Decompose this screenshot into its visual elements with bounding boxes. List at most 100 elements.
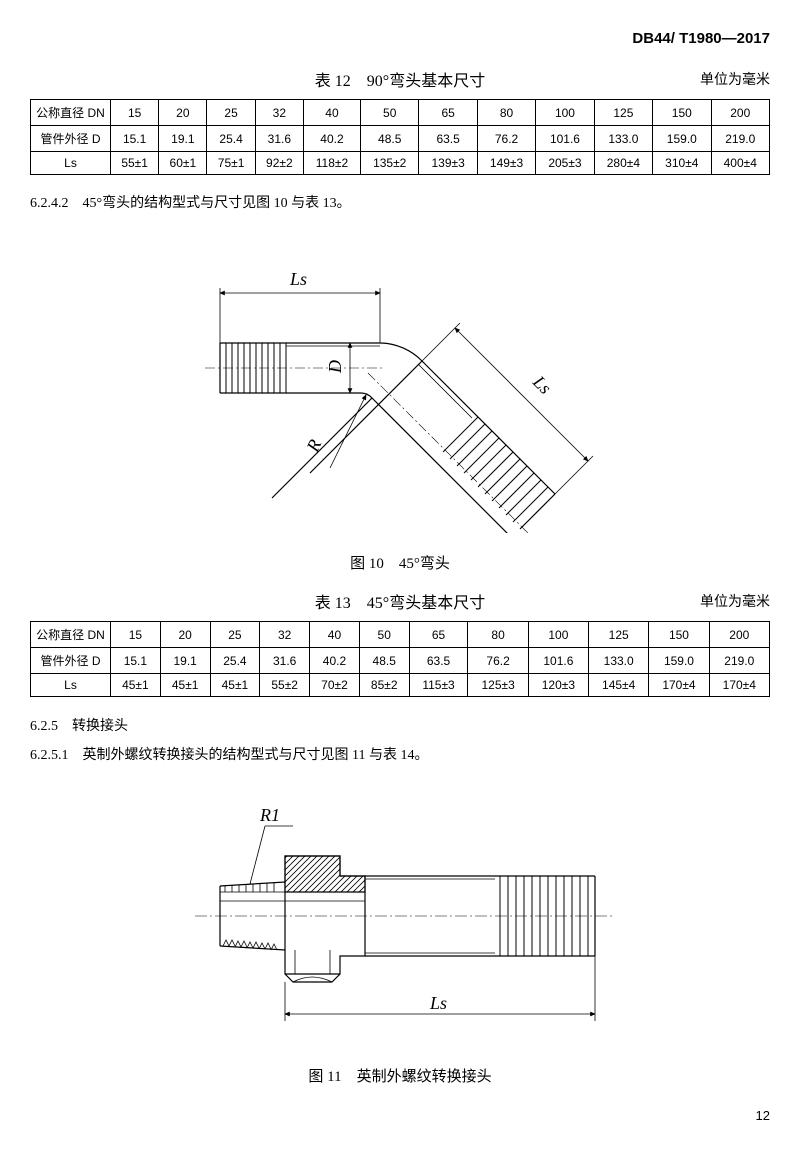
table-cell: 50 — [359, 622, 409, 648]
table-cell: 135±2 — [361, 152, 419, 175]
figure11-label-r1: R1 — [259, 805, 280, 825]
table-cell: 100 — [536, 100, 594, 126]
table-cell: 20 — [160, 622, 210, 648]
table-cell: 85±2 — [359, 674, 409, 697]
table-cell: 75±1 — [207, 152, 255, 175]
table-cell: 200 — [709, 622, 769, 648]
section-6-2-5-1: 6.2.5.1 英制外螺纹转换接头的结构型式与尺寸见图 11 与表 14。 — [30, 745, 770, 767]
table-cell: 63.5 — [409, 648, 468, 674]
table-cell: 65 — [419, 100, 477, 126]
table-cell: 150 — [649, 622, 709, 648]
table-cell: 公称直径 DN — [31, 622, 111, 648]
table-cell: 48.5 — [359, 648, 409, 674]
header-standard-code: DB44/ T1980—2017 — [30, 30, 770, 47]
table-cell: 40.2 — [310, 648, 360, 674]
table-cell: 63.5 — [419, 126, 477, 152]
table-cell: 25.4 — [210, 648, 260, 674]
figure10-label-r: R — [302, 437, 325, 456]
table-row: 公称直径 DN1520253240506580100125150200 — [31, 622, 770, 648]
table-cell: 280±4 — [594, 152, 652, 175]
table-cell: 55±2 — [260, 674, 310, 697]
table-cell: 101.6 — [528, 648, 588, 674]
table-cell: 170±4 — [709, 674, 769, 697]
table-cell: 65 — [409, 622, 468, 648]
table-cell: 150 — [653, 100, 711, 126]
table-cell: 125 — [594, 100, 652, 126]
table-cell: 219.0 — [709, 648, 769, 674]
table-cell: 48.5 — [361, 126, 419, 152]
table-cell: 200 — [711, 100, 769, 126]
figure11-container: R1 Ls — [30, 786, 770, 1051]
figure10-diagram: Ls Ls D R — [160, 233, 640, 533]
table-cell: 32 — [255, 100, 303, 126]
table-cell: 45±1 — [111, 674, 161, 697]
table-cell: 19.1 — [159, 126, 207, 152]
table-cell: 92±2 — [255, 152, 303, 175]
figure10-caption: 图 10 45°弯头 — [30, 552, 770, 573]
table-cell: 管件外径 D — [31, 648, 111, 674]
table-cell: 40 — [303, 100, 360, 126]
table-cell: Ls — [31, 152, 111, 175]
table-row: Ls55±160±175±192±2118±2135±2139±3149±320… — [31, 152, 770, 175]
table-cell: 55±1 — [111, 152, 159, 175]
table-cell: 118±2 — [303, 152, 360, 175]
table-cell: 170±4 — [649, 674, 709, 697]
table-cell: 125 — [589, 622, 649, 648]
table-cell: 133.0 — [589, 648, 649, 674]
table-cell: 120±3 — [528, 674, 588, 697]
table-row: 管件外径 D15.119.125.431.640.248.563.576.210… — [31, 648, 770, 674]
table-cell: 管件外径 D — [31, 126, 111, 152]
table-cell: 15.1 — [111, 126, 159, 152]
table-cell: 40.2 — [303, 126, 360, 152]
table-cell: 25 — [207, 100, 255, 126]
figure10-label-ls-top: Ls — [289, 269, 307, 289]
table-cell: 60±1 — [159, 152, 207, 175]
table12-title-row: 表 12 90°弯头基本尺寸 单位为毫米 — [30, 67, 770, 91]
table-cell: 公称直径 DN — [31, 100, 111, 126]
figure11-diagram: R1 Ls — [165, 786, 635, 1046]
figure10-label-d: D — [325, 360, 345, 374]
table-cell: 45±1 — [160, 674, 210, 697]
figure10-label-ls-right: Ls — [528, 371, 555, 398]
table13-unit: 单位为毫米 — [700, 591, 770, 611]
table-cell: 145±4 — [589, 674, 649, 697]
table-cell: 101.6 — [536, 126, 594, 152]
section-6-2-4-2: 6.2.4.2 45°弯头的结构型式与尺寸见图 10 与表 13。 — [30, 193, 770, 215]
page-number: 12 — [30, 1108, 770, 1123]
table-cell: 400±4 — [711, 152, 769, 175]
table-cell: 70±2 — [310, 674, 360, 697]
table-cell: 149±3 — [477, 152, 535, 175]
table-cell: 20 — [159, 100, 207, 126]
figure10-container: Ls Ls D R — [30, 233, 770, 538]
table-cell: 25.4 — [207, 126, 255, 152]
table-cell: 125±3 — [468, 674, 528, 697]
table-cell: 205±3 — [536, 152, 594, 175]
table12-title: 表 12 90°弯头基本尺寸 — [315, 67, 485, 91]
table-cell: 19.1 — [160, 648, 210, 674]
table-cell: 32 — [260, 622, 310, 648]
table12-unit: 单位为毫米 — [700, 69, 770, 89]
table-cell: 100 — [528, 622, 588, 648]
table-cell: 133.0 — [594, 126, 652, 152]
table-row: Ls45±145±145±155±270±285±2115±3125±3120±… — [31, 674, 770, 697]
table-cell: 76.2 — [468, 648, 528, 674]
table-cell: 115±3 — [409, 674, 468, 697]
table-row: 公称直径 DN1520253240506580100125150200 — [31, 100, 770, 126]
table-row: 管件外径 D15.119.125.431.640.248.563.576.210… — [31, 126, 770, 152]
table-cell: 31.6 — [260, 648, 310, 674]
figure11-caption: 图 11 英制外螺纹转换接头 — [30, 1065, 770, 1086]
table12: 公称直径 DN1520253240506580100125150200管件外径 … — [30, 99, 770, 175]
table-cell: 15 — [111, 622, 161, 648]
table-cell: 310±4 — [653, 152, 711, 175]
figure11-label-ls: Ls — [429, 993, 447, 1013]
table-cell: 219.0 — [711, 126, 769, 152]
table13: 公称直径 DN1520253240506580100125150200管件外径 … — [30, 621, 770, 697]
table-cell: 15.1 — [111, 648, 161, 674]
table-cell: Ls — [31, 674, 111, 697]
table-cell: 80 — [468, 622, 528, 648]
table-cell: 31.6 — [255, 126, 303, 152]
table-cell: 80 — [477, 100, 535, 126]
table-cell: 139±3 — [419, 152, 477, 175]
table13-title-row: 表 13 45°弯头基本尺寸 单位为毫米 — [30, 589, 770, 613]
table-cell: 76.2 — [477, 126, 535, 152]
